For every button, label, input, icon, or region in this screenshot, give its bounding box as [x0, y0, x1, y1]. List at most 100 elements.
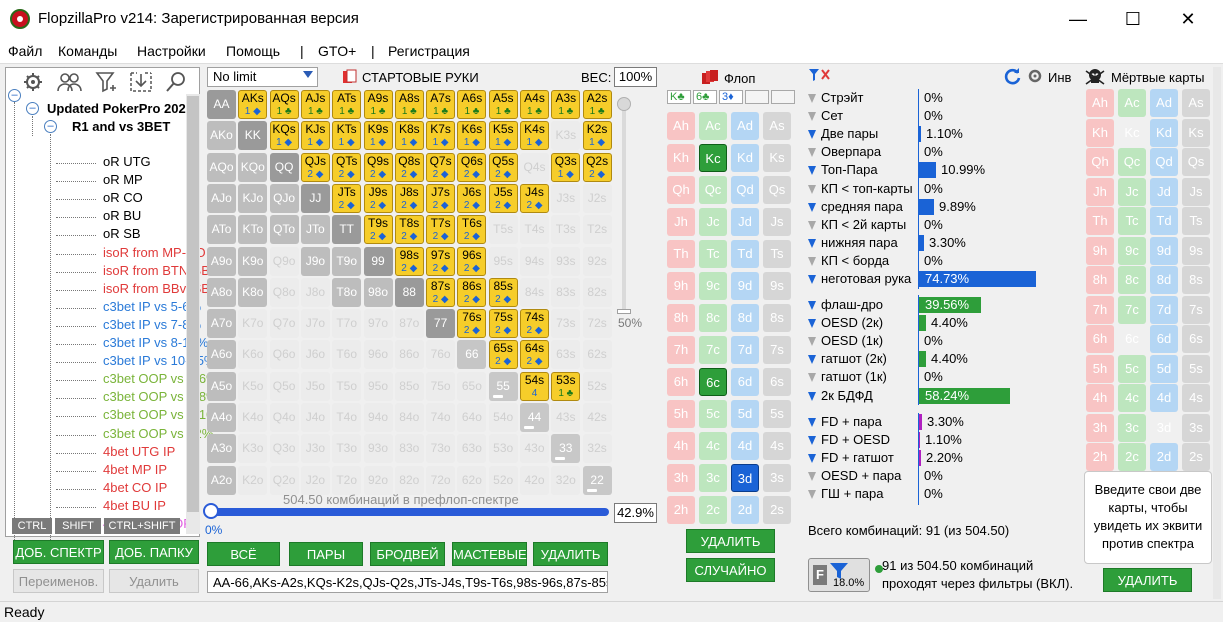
hand-cell-52o[interactable]: 52o — [488, 465, 518, 495]
flop-card-kd[interactable]: Kd — [731, 144, 759, 172]
add-range-button[interactable]: ДОБ. СПЕКТР — [13, 540, 104, 564]
hand-cell-62s[interactable]: 62s — [582, 340, 612, 370]
dead-card-jc[interactable]: Jc — [1118, 177, 1146, 206]
dead-delete-button[interactable]: УДАЛИТЬ — [1103, 568, 1192, 592]
flop-card-8h[interactable]: 8h — [667, 304, 695, 332]
hand-cell-ajo[interactable]: AJo — [207, 183, 236, 213]
pairs-button[interactable]: ПАРЫ — [289, 542, 363, 566]
hand-cell-87o[interactable]: 87o — [394, 309, 424, 339]
hand-cell-qjo[interactable]: QJo — [269, 183, 299, 213]
select-all-button[interactable]: ВСЁ — [207, 542, 280, 566]
hand-cell-t2s[interactable]: T2s — [582, 215, 612, 245]
dead-card-4d[interactable]: 4d — [1150, 384, 1178, 412]
hand-cell-93o[interactable]: 93o — [363, 434, 393, 464]
hand-cell-t5o[interactable]: T5o — [332, 371, 362, 401]
filter-funnel-icon[interactable] — [808, 454, 816, 464]
tree-item[interactable]: oR UTG — [103, 154, 151, 169]
hand-cell-qq[interactable]: QQ — [269, 152, 299, 182]
hand-cell-k8s[interactable]: K8s 1 ◆ — [394, 121, 424, 151]
hand-cell-32o[interactable]: 32o — [551, 465, 581, 495]
search-icon[interactable] — [164, 70, 190, 94]
hand-cell-88[interactable]: 88 — [394, 277, 424, 307]
hand-cell-a8s[interactable]: A8s 1 ♣ — [394, 90, 424, 119]
hand-cell-j3s[interactable]: J3s — [551, 183, 581, 213]
flop-card-5h[interactable]: 5h — [667, 400, 695, 428]
hand-cell-94s[interactable]: 94s — [520, 246, 549, 276]
filter-funnel-icon[interactable] — [808, 490, 816, 500]
stat-row[interactable]: КП < 2й карты — [808, 216, 906, 234]
hand-cell-t3o[interactable]: T3o — [332, 434, 362, 464]
flop-card-2c[interactable]: 2c — [699, 496, 727, 524]
hand-cell-k4o[interactable]: K4o — [238, 403, 268, 432]
hand-cell-33[interactable]: 33 — [551, 434, 581, 464]
hand-cell-43o[interactable]: 43o — [520, 434, 549, 464]
hand-cell-j2s[interactable]: J2s — [582, 183, 612, 213]
hand-cell-q8o[interactable]: Q8o — [269, 277, 299, 307]
flop-card-2s[interactable]: 2s — [763, 496, 791, 524]
add-folder-button[interactable]: ДОБ. ПАПКУ — [109, 540, 199, 564]
filter-funnel-icon[interactable] — [808, 436, 816, 446]
flop-card-jc[interactable]: Jc — [699, 208, 727, 236]
dead-card-td[interactable]: Td — [1150, 207, 1178, 235]
hand-cell-k2o[interactable]: K2o — [238, 465, 268, 495]
filter-funnel-icon[interactable] — [808, 166, 816, 176]
suited-button[interactable]: МАСТЕВЫЕ — [452, 542, 527, 566]
hand-cell-83o[interactable]: 83o — [394, 434, 424, 464]
dead-card-9c[interactable]: 9c — [1118, 236, 1146, 265]
hand-cell-98s[interactable]: 98s 2 ◆ — [394, 246, 424, 276]
hand-cell-72o[interactable]: 72o — [426, 465, 456, 495]
menu-gto[interactable]: GTO+ — [318, 43, 357, 59]
collapse-root-icon[interactable]: – — [26, 102, 39, 115]
hand-cell-53s[interactable]: 53s 1 ♣ — [551, 371, 581, 401]
hand-cell-q5o[interactable]: Q5o — [269, 371, 299, 401]
filter-funnel-icon[interactable] — [808, 373, 816, 383]
hand-cell-t6s[interactable]: T6s 2 ◆ — [457, 215, 487, 245]
hand-cell-77[interactable]: 77 — [426, 309, 456, 339]
hand-cell-42s[interactable]: 42s — [582, 403, 612, 432]
dead-card-qh[interactable]: Qh — [1086, 148, 1114, 176]
dead-card-3d[interactable]: 3d — [1150, 413, 1178, 442]
flop-card-ah[interactable]: Ah — [667, 112, 695, 140]
hand-cell-t6o[interactable]: T6o — [332, 340, 362, 370]
hand-cell-k3o[interactable]: K3o — [238, 434, 268, 464]
hand-cell-a3s[interactable]: A3s 1 ♣ — [551, 90, 581, 119]
flop-card-8s[interactable]: 8s — [763, 304, 791, 332]
dead-card-3s[interactable]: 3s — [1182, 413, 1210, 442]
hand-cell-73s[interactable]: 73s — [551, 309, 581, 339]
hand-cell-94o[interactable]: 94o — [363, 403, 393, 432]
hand-cell-k6o[interactable]: K6o — [238, 340, 268, 370]
hand-cell-q8s[interactable]: Q8s 2 ◆ — [394, 152, 424, 182]
tree-item[interactable]: c3bet OOP vs 5-6% — [103, 371, 218, 387]
flop-card-3h[interactable]: 3h — [667, 464, 695, 492]
tree-item[interactable]: c3bet IP vs 5-6% — [103, 298, 202, 314]
hand-cell-j6s[interactable]: J6s 2 ◆ — [457, 183, 487, 213]
filter-funnel-icon[interactable] — [808, 337, 816, 347]
hand-cell-85o[interactable]: 85o — [394, 371, 424, 401]
tree-item[interactable]: oR SB — [103, 226, 141, 242]
invert-label[interactable]: Инв — [1048, 70, 1072, 85]
dead-card-7c[interactable]: 7c — [1118, 295, 1146, 324]
filter-funnel-icon[interactable] — [808, 220, 816, 230]
stat-row[interactable]: КП < борда — [808, 252, 889, 270]
flop-card-tc[interactable]: Tc — [699, 240, 727, 268]
hand-cell-k5s[interactable]: K5s 1 ◆ — [488, 121, 518, 151]
filter-funnel-icon[interactable] — [808, 275, 816, 285]
flop-card-js[interactable]: Js — [763, 208, 791, 236]
hand-cell-66[interactable]: 66 — [457, 340, 487, 370]
hand-cell-q4s[interactable]: Q4s — [520, 152, 549, 182]
hand-cell-93s[interactable]: 93s — [551, 246, 581, 276]
dead-card-4s[interactable]: 4s — [1182, 384, 1210, 412]
range-text-field[interactable]: AA-66,AKs-A2s,KQs-K2s,QJs-Q2s,JTs-J4s,T9… — [207, 571, 608, 593]
dead-card-kh[interactable]: Kh — [1086, 118, 1114, 147]
hand-cell-j6o[interactable]: J6o — [300, 340, 330, 370]
flop-card-9h[interactable]: 9h — [667, 272, 695, 300]
filter-funnel-icon[interactable] — [808, 418, 816, 428]
hand-cell-t4s[interactable]: T4s — [520, 215, 549, 245]
hand-cell-73o[interactable]: 73o — [426, 434, 456, 464]
dead-card-qs[interactable]: Qs — [1182, 148, 1210, 176]
flop-card-6d[interactable]: 6d — [731, 368, 759, 396]
hand-cell-j5o[interactable]: J5o — [300, 371, 330, 401]
hand-cell-a2s[interactable]: A2s 1 ♣ — [582, 90, 612, 119]
flop-card-9d[interactable]: 9d — [731, 272, 759, 300]
hand-cell-98o[interactable]: 98o — [363, 277, 393, 307]
